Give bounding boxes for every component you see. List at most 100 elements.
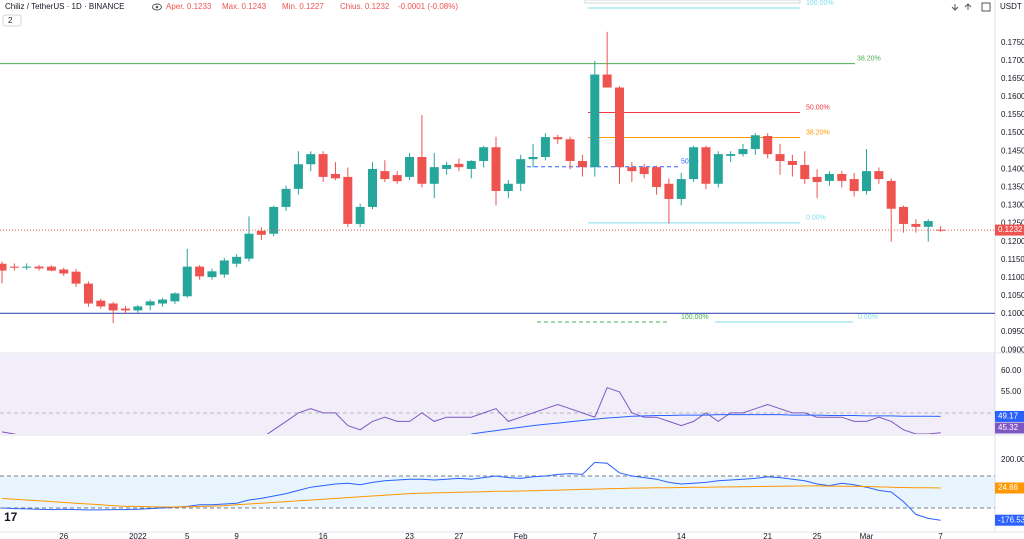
y-tick-label: 0.1600 xyxy=(1001,92,1024,101)
candle-body xyxy=(590,74,600,168)
x-tick-label: 23 xyxy=(405,532,414,539)
candle-body xyxy=(923,221,933,227)
candle-body xyxy=(713,154,723,184)
candle-body xyxy=(306,154,316,165)
candle-body xyxy=(689,147,699,180)
visibility-icon[interactable] xyxy=(152,3,162,11)
candle-body xyxy=(232,256,242,264)
symbol-title: Chiliz / TetherUS · 1D · BINANCE xyxy=(5,2,124,11)
candle-body xyxy=(800,164,810,180)
x-tick-label: 14 xyxy=(677,532,686,539)
candle-body xyxy=(145,301,155,306)
fib-label: 0.00% xyxy=(858,314,878,321)
candle-body xyxy=(170,293,180,302)
candle-body xyxy=(862,171,871,192)
fib-label: 50.00% xyxy=(806,104,830,111)
price-tag xyxy=(995,422,1024,434)
candle-body xyxy=(479,147,489,161)
candle-body xyxy=(726,154,736,156)
price-tag xyxy=(995,514,1024,526)
currency-label: USDT xyxy=(1000,2,1022,11)
y-tick-label: 0.0900 xyxy=(1001,345,1024,354)
candle-body xyxy=(491,147,501,192)
candle-body xyxy=(405,157,415,177)
y-tick-label: 0.1650 xyxy=(1001,74,1024,83)
candle-body xyxy=(602,74,612,88)
candle-body xyxy=(627,167,637,172)
collapse-button[interactable] xyxy=(2,14,22,27)
candle-body xyxy=(195,266,205,277)
candle-body xyxy=(219,260,229,275)
candle-body xyxy=(565,139,575,161)
x-tick-label: Mar xyxy=(860,532,874,539)
candle-body xyxy=(256,230,266,235)
fib-label: 100.00% xyxy=(806,0,834,7)
ohlc-low: Min. 0.1227 xyxy=(282,2,324,11)
candle-body xyxy=(108,303,118,311)
price-tag xyxy=(995,224,1024,236)
candle-body xyxy=(318,154,328,177)
band-fill xyxy=(0,354,995,434)
y-tick-label: 0.1550 xyxy=(1001,110,1024,119)
y-tick-label: 60.00 xyxy=(1001,366,1022,375)
candle-body xyxy=(417,157,427,184)
candle-body xyxy=(96,300,106,307)
scale-buttons[interactable] xyxy=(951,2,991,12)
candle-body xyxy=(750,135,760,150)
candle-body xyxy=(380,171,390,180)
pane xyxy=(0,461,995,521)
x-tick-label: Feb xyxy=(514,532,528,539)
y-tick-label: 0.1450 xyxy=(1001,146,1024,155)
candle-body xyxy=(182,266,192,297)
y-tick-label: 0.1050 xyxy=(1001,291,1024,300)
pane-count: 2 xyxy=(8,16,13,25)
pane: 38.20%50.00%38.20%50.000.00%100.00%100.0… xyxy=(0,0,995,324)
y-tick-label: 0.1000 xyxy=(1001,309,1024,318)
candle-body xyxy=(639,167,649,175)
x-tick-label: 2022 xyxy=(129,532,147,539)
tv-logo: 17 xyxy=(4,510,18,524)
panes: 38.20%50.00%38.20%50.000.00%100.00%100.0… xyxy=(0,0,995,521)
candle-body xyxy=(886,180,896,209)
candle-body xyxy=(503,183,513,192)
candle-body xyxy=(368,168,377,207)
candle-body xyxy=(442,164,452,169)
candle-body xyxy=(911,223,921,227)
price-tag xyxy=(995,410,1024,422)
candle-body xyxy=(0,263,7,271)
y-tick-label: 0.1300 xyxy=(1001,201,1024,210)
ohlc-open: Aper. 0.1233 xyxy=(166,2,212,11)
y-tick-label: 0.0950 xyxy=(1001,327,1024,336)
candle-body xyxy=(540,137,550,158)
candle-body xyxy=(355,206,365,224)
x-tick-label: 7 xyxy=(938,532,943,539)
candle-body xyxy=(553,137,563,140)
candle-body xyxy=(874,171,884,180)
candle-body xyxy=(787,160,797,165)
fib-label: 100.00% xyxy=(681,314,709,321)
price-tag xyxy=(995,482,1024,494)
candle-body xyxy=(269,206,279,234)
y-tick-label: 55.00 xyxy=(1001,387,1022,396)
y-tick-label: 0.1350 xyxy=(1001,183,1024,192)
candle-body xyxy=(664,183,674,199)
candle-body xyxy=(133,306,143,311)
candle-body xyxy=(293,164,303,189)
x-tick-label: 9 xyxy=(234,532,239,539)
candle-body xyxy=(158,299,168,304)
candle-body xyxy=(738,149,748,155)
candle-body xyxy=(824,174,834,181)
indicator-line xyxy=(471,414,941,434)
band-fill xyxy=(0,475,995,508)
candle-body xyxy=(244,233,254,259)
price-tag-label: -176.53 xyxy=(998,515,1024,524)
candle-body xyxy=(59,269,69,274)
candle-body xyxy=(9,266,19,268)
x-tick-label: 7 xyxy=(593,532,598,539)
candle-body xyxy=(392,175,402,182)
indicator-line xyxy=(1,387,941,434)
y-tick-label: 200.00 xyxy=(1001,455,1024,464)
candle-body xyxy=(899,206,909,224)
